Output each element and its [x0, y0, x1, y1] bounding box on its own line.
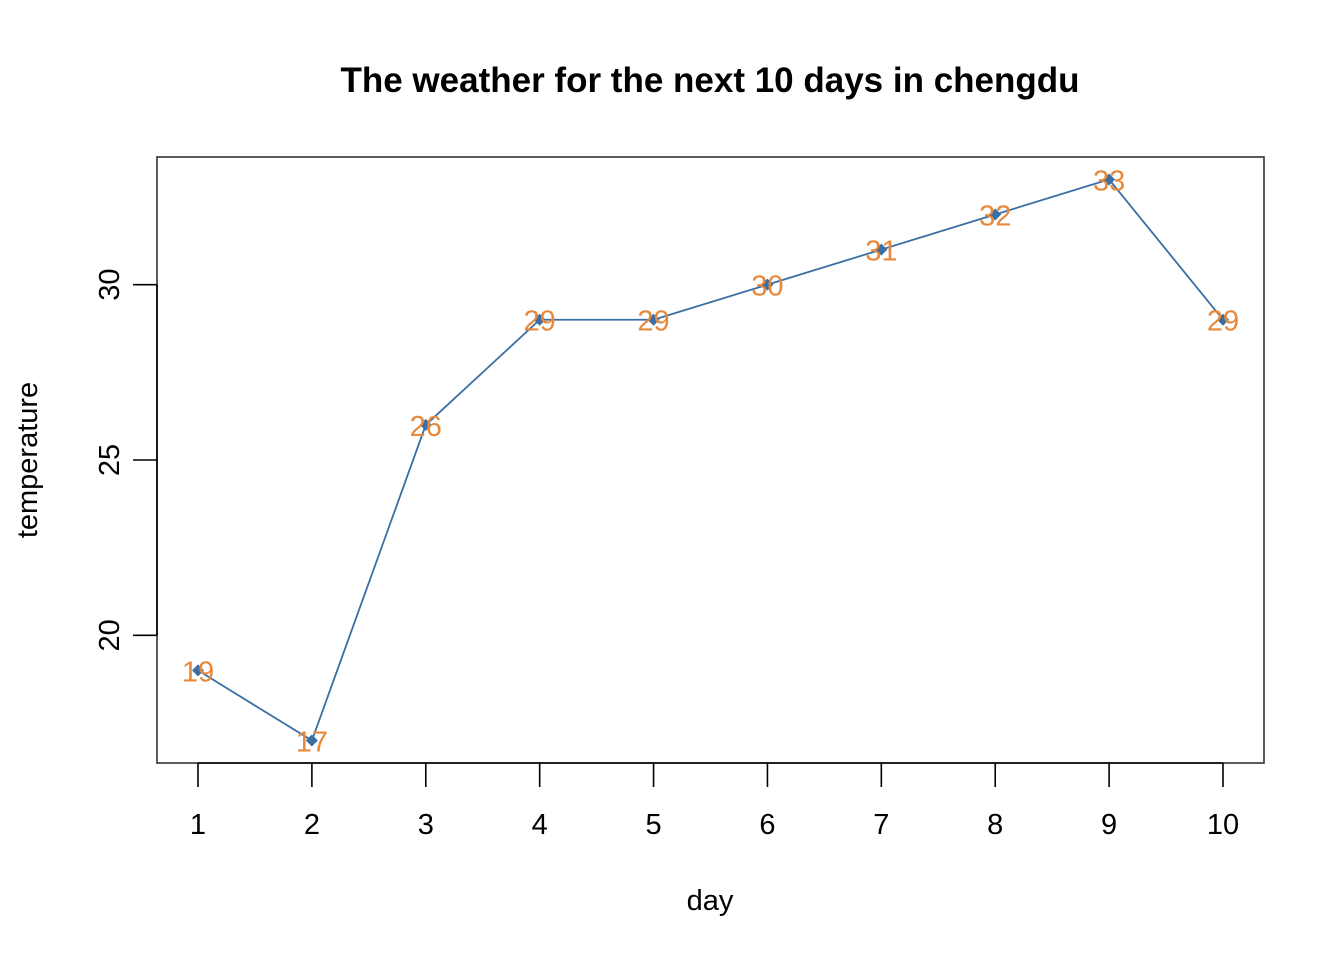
x-tick-label: 8	[987, 809, 1003, 841]
x-axis: 1 2 3 4 5 6 7 8 9 10	[190, 762, 1239, 841]
data-point-marker	[305, 734, 318, 747]
data-point-marker	[989, 208, 1002, 221]
data-point-marker	[875, 243, 888, 256]
temperature-line	[197, 178, 1224, 742]
y-tick-label: 25	[94, 444, 126, 476]
x-tick-label: 9	[1101, 809, 1117, 841]
data-point-marker	[533, 313, 546, 326]
data-labels: 19 17 26 29 29 30 31 32 33 29	[182, 165, 1239, 758]
data-point-marker	[1217, 313, 1229, 326]
x-tick-label: 3	[418, 809, 434, 841]
x-tick-label: 10	[1207, 809, 1239, 841]
data-point-marker	[761, 278, 774, 291]
x-tick-label: 4	[532, 809, 548, 841]
x-tick-label: 6	[759, 809, 775, 841]
y-axis: 20 25 30	[94, 269, 158, 651]
data-point-marker	[1103, 173, 1116, 186]
data-label: 33	[1093, 165, 1125, 197]
data-label: 29	[524, 306, 556, 338]
x-tick-label: 2	[304, 809, 320, 841]
data-label: 31	[865, 236, 897, 268]
x-tick-label: 1	[190, 809, 206, 841]
data-point-marker	[192, 664, 204, 677]
x-tick-label: 5	[645, 809, 661, 841]
y-tick-label: 30	[94, 269, 126, 301]
data-label: 17	[296, 727, 328, 759]
x-tick-label: 7	[873, 809, 889, 841]
data-label: 30	[751, 271, 783, 303]
data-label: 29	[1207, 306, 1239, 338]
data-label: 32	[979, 201, 1011, 233]
plot-frame	[156, 156, 1265, 764]
data-label: 29	[637, 306, 669, 338]
chart-title: The weather for the next 10 days in chen…	[340, 61, 1079, 100]
y-axis-label: temperature	[12, 382, 44, 538]
data-label: 19	[182, 656, 214, 688]
data-point-marker	[647, 313, 660, 326]
y-tick-label: 20	[94, 619, 126, 651]
data-label: 26	[410, 411, 442, 443]
x-axis-label: day	[687, 885, 734, 917]
data-point-marker	[419, 418, 432, 431]
series-layer	[192, 173, 1229, 747]
